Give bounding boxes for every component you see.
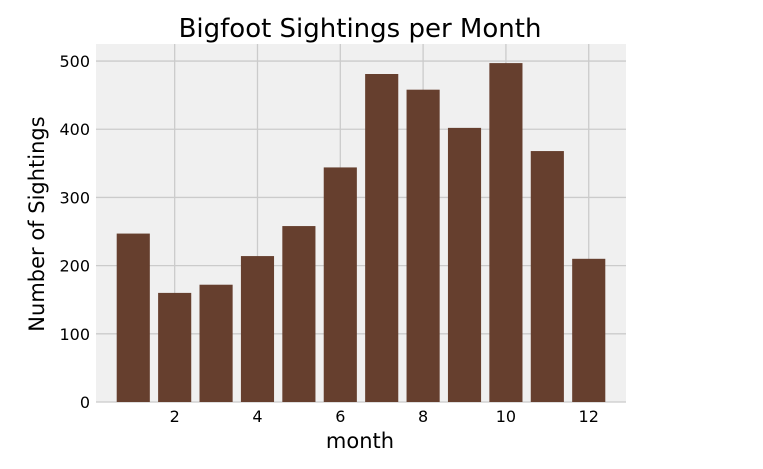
bar-month-8 — [406, 89, 440, 402]
y-tick-label: 500 — [59, 52, 90, 71]
x-tick-label: 10 — [496, 407, 516, 426]
y-tick-label: 100 — [59, 325, 90, 344]
x-tick-label: 2 — [170, 407, 180, 426]
bar-month-9 — [447, 127, 482, 403]
x-tick-label: 8 — [418, 407, 428, 426]
bar-month-10 — [489, 63, 523, 403]
x-tick-labels: 2 4 6 8 10 12 — [170, 407, 599, 426]
bar-month-3 — [199, 284, 233, 402]
bar-month-5 — [282, 226, 316, 402]
bar-month-6 — [323, 167, 357, 402]
bar-month-1 — [116, 233, 150, 402]
x-axis-label: month — [326, 429, 394, 453]
bar-month-7 — [365, 74, 399, 402]
x-tick-label: 4 — [252, 407, 262, 426]
x-tick-label: 6 — [335, 407, 345, 426]
chart-title: Bigfoot Sightings per Month — [179, 14, 542, 44]
y-axis-label: Number of Sightings — [25, 116, 49, 331]
y-tick-label: 0 — [80, 393, 90, 412]
bars — [116, 63, 606, 403]
bar-month-11 — [530, 151, 564, 402]
x-tick-label: 12 — [579, 407, 599, 426]
bar-month-2 — [158, 292, 192, 402]
bar-month-4 — [240, 256, 275, 402]
y-tick-label: 300 — [59, 188, 90, 207]
y-tick-label: 200 — [59, 257, 90, 276]
y-tick-labels: 0 100 200 300 400 500 — [59, 52, 90, 412]
y-tick-label: 400 — [59, 120, 90, 139]
bar-month-12 — [572, 258, 606, 402]
